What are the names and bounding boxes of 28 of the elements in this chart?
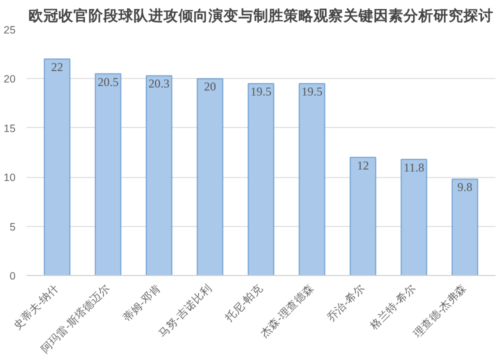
data-label: 12 — [356, 158, 369, 172]
bar — [248, 83, 274, 276]
data-label: 20.3 — [148, 76, 170, 91]
y-tick-label: 20 — [4, 74, 16, 86]
bar — [350, 156, 376, 276]
x-tick-label: 乔治-希尔 — [324, 282, 368, 324]
x-tick-label: 托尼-帕克 — [222, 282, 266, 326]
bar — [400, 158, 428, 276]
data-label: 11.8 — [404, 160, 424, 174]
y-tick-label: 25 — [4, 24, 16, 36]
y-tick-label: 5 — [10, 221, 16, 234]
bar — [196, 78, 224, 276]
bar — [44, 58, 70, 276]
data-label: 20.5 — [98, 74, 119, 89]
y-tick-label: 15 — [4, 122, 16, 135]
chart-title: 欧冠收官阶段球队进攻倾向演变与制胜策略观察关键因素分析研究探讨 — [28, 6, 494, 24]
bar — [94, 73, 122, 276]
bar — [298, 83, 326, 276]
data-label: 22 — [51, 60, 64, 74]
x-tick-label: 蒂姆-邓肯 — [120, 282, 164, 324]
y-tick-label: 10 — [4, 172, 16, 184]
data-label: 20 — [204, 80, 216, 94]
bar — [452, 178, 478, 276]
data-label: 9.8 — [457, 180, 472, 194]
y-tick-label: 0 — [10, 270, 16, 282]
data-label: 19.5 — [301, 84, 322, 99]
bar — [146, 75, 172, 276]
data-label: 19.5 — [250, 84, 272, 99]
